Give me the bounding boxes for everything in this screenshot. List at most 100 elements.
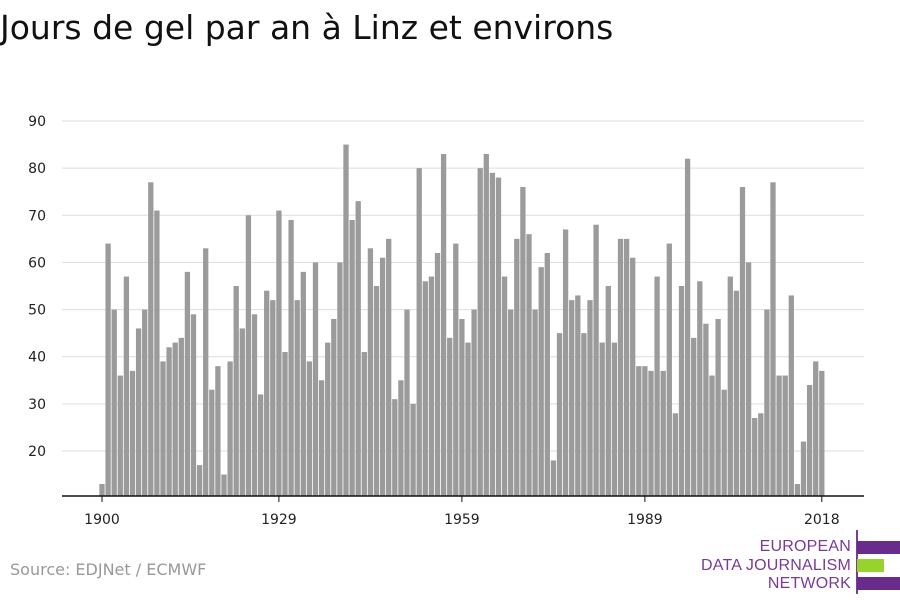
bar-1922 [233, 286, 239, 496]
bar-1968 [514, 238, 520, 497]
bar-1907 [142, 309, 148, 496]
bar-1959 [459, 319, 465, 496]
bar-2003 [727, 276, 733, 496]
bar-1960 [465, 342, 471, 496]
bar-1936 [318, 380, 325, 496]
bar-1997 [691, 337, 697, 496]
bar-1986 [623, 238, 630, 497]
bar-1915 [190, 314, 197, 496]
bar-1978 [575, 295, 581, 496]
bar-1925 [251, 314, 258, 496]
y-tick-label: 40 [28, 350, 46, 366]
bar-1988 [636, 366, 642, 496]
bar-1965 [495, 177, 502, 496]
bar-1989 [642, 366, 648, 496]
bar-1955 [434, 253, 441, 496]
bar-1980 [587, 300, 593, 496]
bar-1958 [453, 243, 459, 496]
x-tick-label: 2018 [804, 512, 840, 528]
bar-1990 [648, 370, 654, 496]
bar-1994 [672, 413, 679, 496]
bar-1949 [398, 380, 404, 496]
bar-1961 [471, 309, 477, 496]
bar-1950 [404, 309, 410, 496]
bar-1904 [123, 276, 130, 496]
bar-1983 [605, 286, 611, 496]
bar-1970 [526, 234, 532, 496]
bar-1927 [264, 290, 270, 496]
bar-2009 [764, 309, 770, 496]
bar-1916 [196, 465, 203, 496]
bar-1924 [245, 215, 252, 497]
bar-1981 [593, 224, 599, 496]
bar-1930 [282, 352, 288, 496]
bar-1939 [337, 262, 343, 496]
bar-1972 [538, 267, 544, 496]
bar-2004 [733, 290, 740, 496]
bar-1941 [349, 220, 355, 496]
bar-1935 [312, 262, 319, 496]
bar-1903 [117, 375, 123, 496]
bar-1985 [617, 238, 624, 497]
logo-line-3: NETWORK [767, 575, 851, 592]
bar-1995 [678, 286, 685, 496]
bar-1912 [172, 342, 178, 496]
logo-text: EUROPEAN DATA JOURNALISM NETWORK [701, 538, 851, 594]
bar-1982 [599, 342, 605, 496]
bar-2015 [800, 441, 807, 496]
bar-1984 [611, 342, 618, 496]
bar-1952 [416, 168, 422, 496]
bar-1905 [129, 370, 136, 496]
bar-2001 [715, 319, 721, 496]
x-axis-ticks: 1900 1929 1959 1989 2018 [84, 496, 840, 528]
source-label: Source: EDJNet / ECMWF [10, 560, 207, 579]
bar-1900 [99, 484, 105, 496]
bar-1969 [520, 187, 526, 496]
bar-1974 [550, 460, 557, 496]
y-tick-label: 60 [28, 255, 46, 271]
bar-1993 [666, 243, 672, 496]
bar-1996 [684, 158, 691, 496]
x-tick-label: 1959 [444, 512, 480, 528]
bar-1979 [581, 333, 587, 496]
bars [99, 144, 825, 497]
bar-1963 [483, 154, 489, 496]
bar-1929 [276, 210, 282, 496]
bar-1928 [270, 300, 276, 496]
bar-1910 [160, 361, 166, 496]
bar-1991 [654, 276, 660, 496]
bar-2017 [813, 361, 819, 496]
bar-1933 [300, 271, 306, 496]
bar-1913 [178, 337, 184, 496]
bar-1973 [544, 253, 550, 496]
bar-1942 [355, 201, 361, 496]
bar-1934 [306, 361, 313, 496]
bar-1976 [562, 229, 569, 496]
bar-1919 [215, 366, 221, 496]
bar-1962 [477, 168, 483, 496]
y-tick-label: 50 [28, 303, 46, 319]
bar-2008 [758, 413, 764, 496]
bar-1951 [410, 403, 416, 496]
x-tick-label: 1989 [627, 512, 663, 528]
bar-1944 [367, 248, 374, 496]
bar-1967 [508, 309, 514, 496]
bar-1964 [489, 172, 496, 497]
y-tick-label: 80 [28, 161, 46, 177]
logo-line-1: EUROPEAN [759, 538, 851, 555]
x-tick-label: 1929 [261, 512, 297, 528]
bar-1909 [154, 210, 160, 496]
bar-1918 [209, 389, 215, 496]
bar-2012 [782, 375, 788, 496]
bar-1966 [501, 276, 508, 496]
bar-1901 [105, 243, 111, 496]
bar-1971 [532, 309, 538, 496]
bar-1945 [373, 286, 380, 496]
bar-1906 [135, 328, 142, 496]
bar-1917 [203, 248, 209, 496]
bar-2016 [806, 385, 813, 496]
chart-title: Jours de gel par an à Linz et environs [0, 8, 614, 47]
logo-stripe-green [857, 559, 884, 572]
logo-line-2: DATA JOURNALISM [701, 556, 851, 574]
